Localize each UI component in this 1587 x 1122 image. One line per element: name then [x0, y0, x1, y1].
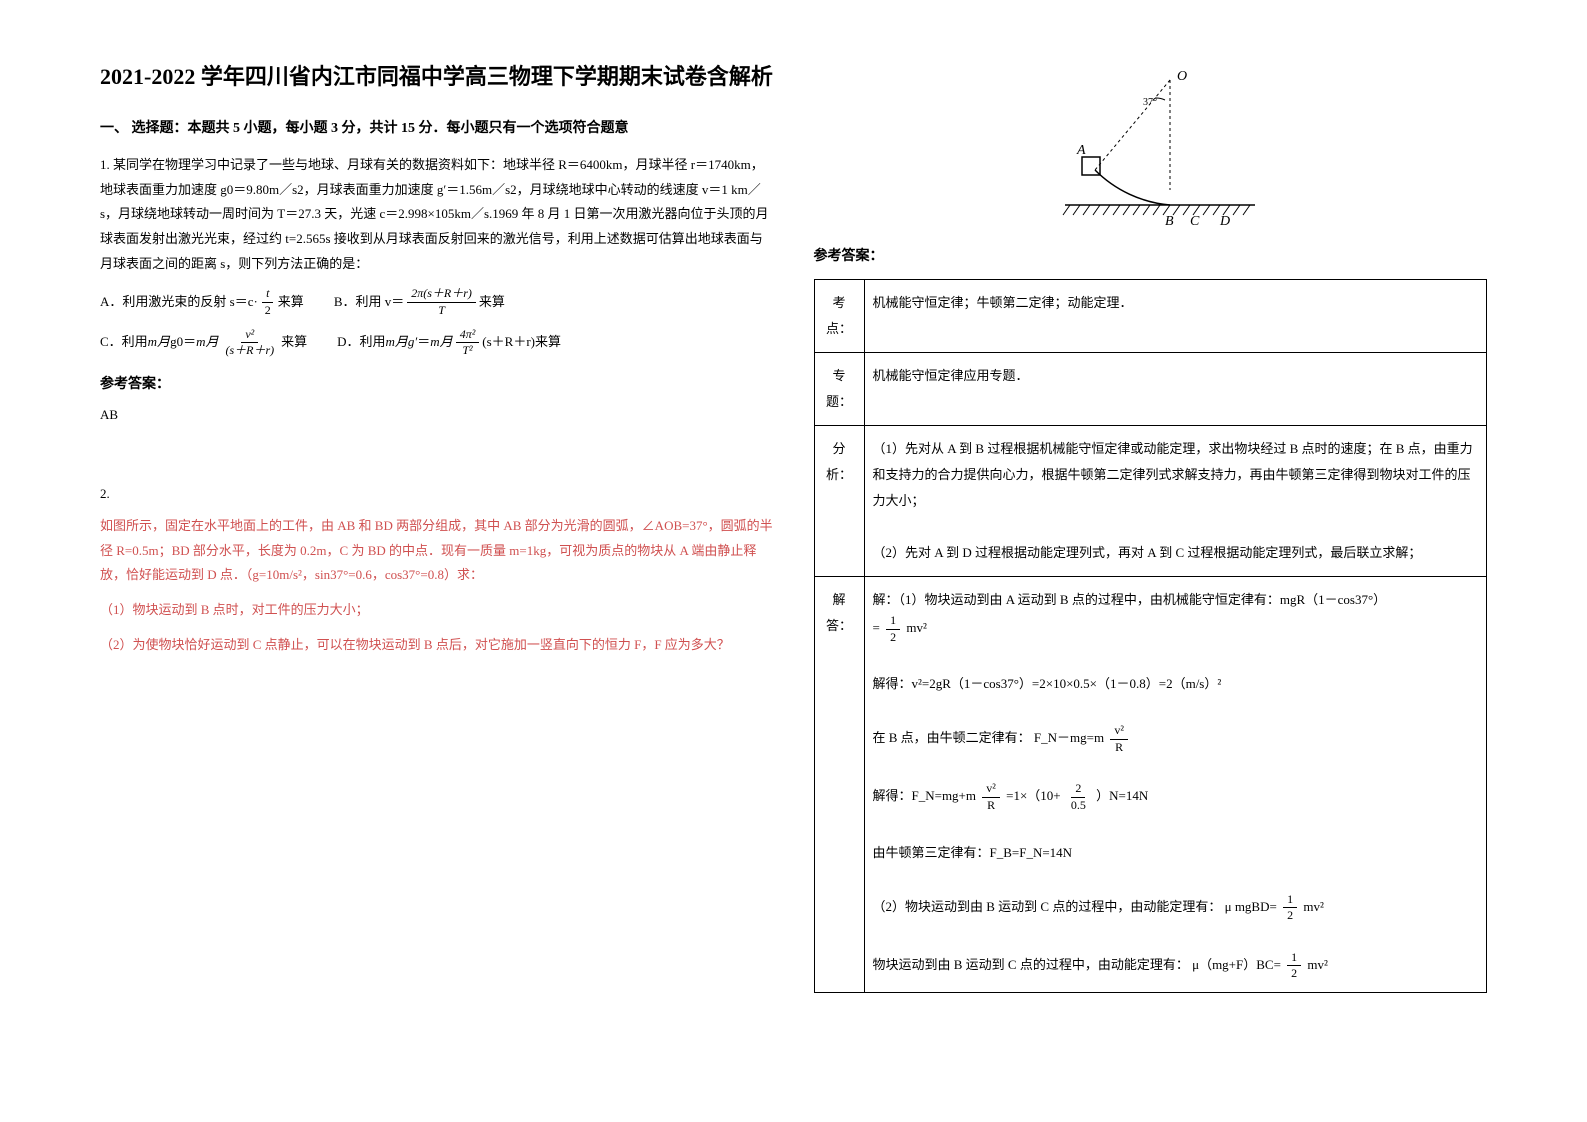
q1-option-b: B．利用 v＝ 2π(s＋R＋r) T 来算: [334, 286, 505, 318]
diagram-label-a: A: [1076, 143, 1086, 158]
row-content: （1）先对从 A 到 B 过程根据机械能守恒定律或动能定理，求出物块经过 B 点…: [864, 426, 1487, 577]
table-row: 分析： （1）先对从 A 到 B 过程根据机械能守恒定律或动能定理，求出物块经过…: [814, 426, 1487, 577]
row-label: 专题：: [814, 353, 864, 426]
document-title: 2021-2022 学年四川省内江市同福中学高三物理下学期期末试卷含解析: [100, 60, 774, 93]
answer-table: 考点： 机械能守恒定律；牛顿第二定律；动能定理． 专题： 机械能守恒定律应用专题…: [814, 279, 1488, 993]
diagram-angle: 37°: [1143, 97, 1157, 108]
q1-answer: AB: [100, 407, 774, 423]
row-label: 分析：: [814, 426, 864, 577]
q2-p1: 如图所示，固定在水平地面上的工件，由 AB 和 BD 两部分组成，其中 AB 部…: [100, 514, 774, 588]
q2-p3: （2）为使物块恰好运动到 C 点静止，可以在物块运动到 B 点后，对它施加一竖直…: [100, 633, 774, 658]
section-header: 一、 选择题：本题共 5 小题，每小题 3 分，共计 15 分．每小题只有一个选…: [100, 117, 774, 137]
left-column: 2021-2022 学年四川省内江市同福中学高三物理下学期期末试卷含解析 一、 …: [80, 60, 794, 1062]
q1-options-ab: A．利用激光束的反射 s＝c· t 2 来算 B．利用 v＝ 2π(s＋R＋r)…: [100, 286, 774, 318]
q2-number: 2.: [100, 486, 774, 502]
row-label: 解答：: [814, 577, 864, 993]
table-row: 考点： 机械能守恒定律；牛顿第二定律；动能定理．: [814, 280, 1487, 353]
answer-label: 参考答案：: [100, 373, 774, 393]
row-content: 机械能守恒定律；牛顿第二定律；动能定理．: [864, 280, 1487, 353]
diagram-label-c: C: [1190, 214, 1200, 229]
answer-label-right: 参考答案：: [814, 245, 1488, 265]
q1-option-d: D．利用 m月g′ ＝ m月 4π² T² (s＋R＋r)来算: [337, 327, 561, 359]
q2-diagram: O A B C D 37°: [1025, 60, 1275, 230]
row-content: 解：（1）物块运动到由 A 运动到 B 点的过程中，由机械能守恒定律有：mgR（…: [864, 577, 1487, 993]
diagram-label-d: D: [1219, 214, 1230, 229]
diagram-label-o: O: [1177, 69, 1187, 84]
row-label: 考点：: [814, 280, 864, 353]
right-column: O A B C D 37° 参考答案： 考点： 机械能守恒定律；牛顿第二定律；动…: [794, 60, 1508, 1062]
table-row: 专题： 机械能守恒定律应用专题．: [814, 353, 1487, 426]
row-content: 机械能守恒定律应用专题．: [864, 353, 1487, 426]
q2-p2: （1）物块运动到 B 点时，对工件的压力大小；: [100, 598, 774, 623]
q1-text: 1. 某同学在物理学习中记录了一些与地球、月球有关的数据资料如下：地球半径 R＝…: [100, 153, 774, 276]
q1-option-a: A．利用激光束的反射 s＝c· t 2 来算: [100, 286, 304, 318]
q1-option-c: C．利用 m月 g0＝ m月 v² (s＋R＋r) 来算: [100, 327, 307, 359]
q1-options-cd: C．利用 m月 g0＝ m月 v² (s＋R＋r) 来算 D．利用 m月g′ ＝…: [100, 327, 774, 359]
table-row: 解答： 解：（1）物块运动到由 A 运动到 B 点的过程中，由机械能守恒定律有：…: [814, 577, 1487, 993]
diagram-label-b: B: [1165, 214, 1174, 229]
dim-text: [100, 443, 774, 466]
